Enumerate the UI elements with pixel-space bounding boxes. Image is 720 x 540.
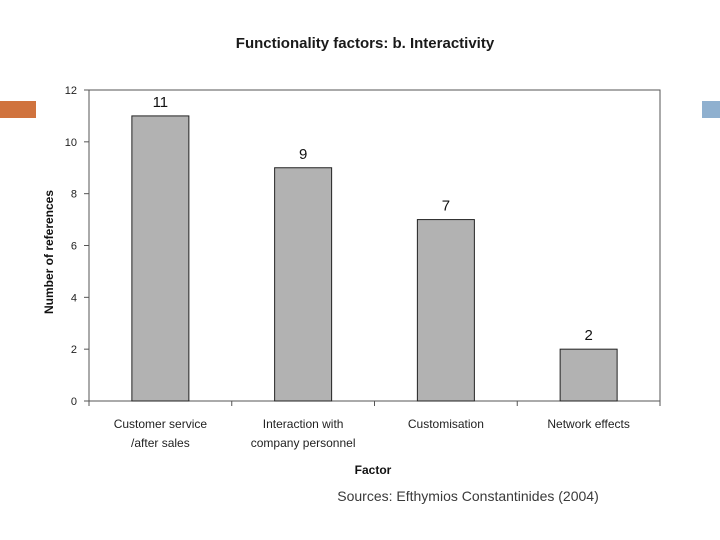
x-category-label: company personnel (251, 436, 356, 450)
data-label: 2 (584, 327, 592, 344)
data-label: 7 (442, 198, 450, 215)
bar (416, 219, 475, 402)
data-label: 11 (153, 94, 169, 111)
accent-bar-right (702, 101, 720, 118)
y-tick-label: 4 (71, 292, 77, 304)
x-category-label: Customer service (114, 417, 208, 431)
y-tick-label: 6 (71, 241, 77, 253)
chart-title: Functionality factors: b. Interactivity (236, 35, 495, 52)
y-tick-label: 8 (71, 189, 77, 201)
x-category-label: Customisation (408, 417, 484, 431)
bar (131, 115, 190, 402)
accent-bar-left (0, 101, 36, 118)
y-tick-label: 0 (71, 396, 77, 408)
x-category-label: Network effects (547, 417, 629, 431)
x-category-label: Interaction with (263, 417, 344, 431)
x-category-label: /after sales (131, 436, 190, 450)
bar (274, 167, 333, 402)
bar (559, 348, 618, 402)
y-tick-label: 12 (65, 85, 77, 97)
source-citation: Sources: Efthymios Constantinides (2004) (337, 488, 599, 504)
y-axis-title: Number of references (42, 190, 56, 314)
x-axis-title: Factor (355, 463, 392, 477)
y-tick-label: 2 (71, 344, 77, 356)
y-tick-label: 10 (65, 137, 77, 149)
data-label: 9 (299, 146, 307, 163)
